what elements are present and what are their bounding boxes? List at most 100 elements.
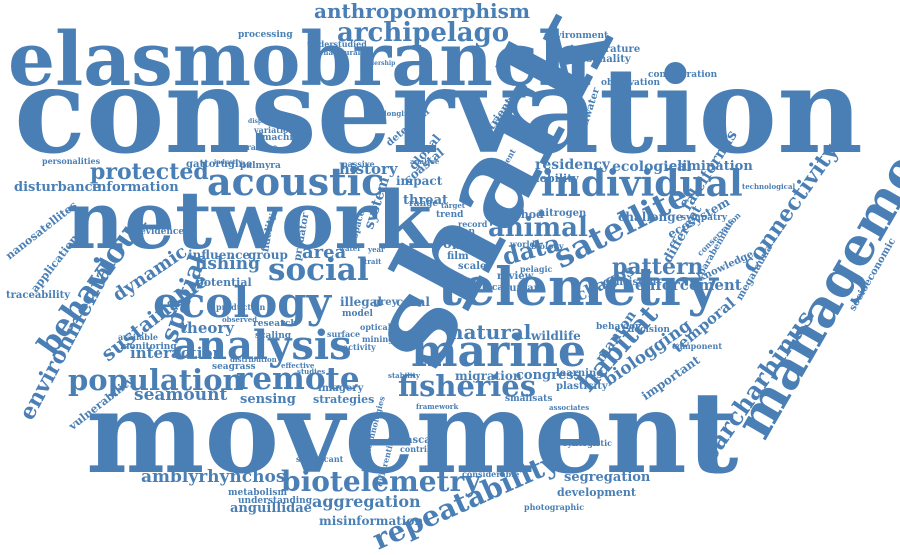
word-illegal: illegal <box>340 295 383 309</box>
word-potential: potential <box>196 276 252 289</box>
word-synergistic: synergistic <box>563 438 613 448</box>
word-protected: protected <box>90 159 209 185</box>
word-trade: trade <box>436 273 472 287</box>
word-gattorugine: gattorugine <box>186 159 253 170</box>
word-movement: movement <box>86 368 739 499</box>
word-biotelemetry: biotelemetry <box>281 465 481 498</box>
word-nitrogen: nitrogen <box>538 208 587 219</box>
word-pattern: pattern <box>612 254 704 280</box>
word-distribution: distribution <box>230 355 277 364</box>
word-understanding: understanding <box>238 496 312 506</box>
word-framework: framework <box>416 402 459 411</box>
word-analysis: analysis <box>172 322 352 369</box>
word-target: target <box>441 201 466 210</box>
word-film: film <box>447 251 469 262</box>
word-fisheries: fisheries <box>398 369 537 403</box>
word-trait: trait <box>364 257 382 266</box>
word-consistent: consistent <box>603 277 661 288</box>
word-anthropomorphism: anthropomorphism <box>314 0 531 23</box>
word-biology: biology <box>531 241 564 251</box>
word-component: component <box>672 341 723 351</box>
word-migration: migration <box>455 369 522 383</box>
word-model: model <box>342 309 373 319</box>
word-ecology: ecology <box>153 278 332 327</box>
word-observation: observation <box>601 78 661 88</box>
word-practice: practice <box>241 142 278 152</box>
word-enforcement: enforcement <box>635 276 742 294</box>
word-mobility: mobility <box>528 172 579 185</box>
word-longline: longline <box>384 109 417 118</box>
word-behavioural: behavioural <box>314 48 361 57</box>
word-variation: variation <box>254 125 295 135</box>
word-threat: threat <box>403 193 449 208</box>
word-conservation: conservation <box>14 41 863 180</box>
word-human: human <box>502 283 541 294</box>
word-review: review <box>497 271 534 282</box>
word-seamount: seamount <box>134 385 228 405</box>
word-behavior: behavior <box>596 322 640 332</box>
word-aggregation: aggregation <box>312 492 421 511</box>
word-fishing: fishing <box>195 254 260 274</box>
word-traceability: traceability <box>6 290 71 301</box>
word-ecological: ecological <box>612 159 692 175</box>
word-leadership: leadership <box>360 60 396 67</box>
word-misinformation: misinformation <box>319 514 424 528</box>
word-learning: learning <box>556 368 604 379</box>
word-water: water <box>339 244 361 253</box>
word-activity: activity <box>343 342 376 352</box>
word-passive: passive <box>342 159 375 169</box>
word-effective: effective <box>281 361 315 370</box>
word-processing: processing <box>238 30 293 40</box>
word-plasticity: plasticity <box>556 381 608 392</box>
word-range: range <box>409 199 439 209</box>
word-stability: stability <box>388 371 420 380</box>
word-machine: machine <box>262 133 306 143</box>
word-group: group <box>248 248 288 262</box>
word-elimination: elimination <box>669 159 753 174</box>
word-analyse: analyse <box>410 157 440 166</box>
word-displacement: displacement <box>248 118 293 125</box>
word-evidence: evidence <box>140 227 185 237</box>
word-scale: scale <box>458 261 487 272</box>
word-contribute: contribute <box>400 444 448 454</box>
word-sympatry: sympatry <box>681 213 728 223</box>
word-acoustic: acoustic <box>207 159 385 204</box>
word-world: world <box>510 239 536 249</box>
word-congress: congress <box>516 368 581 383</box>
word-technological: technological <box>742 182 796 191</box>
word-strategies: strategies <box>313 393 375 406</box>
word-remote: remote <box>236 361 360 397</box>
word-considerable: considerable <box>462 469 520 479</box>
word-mining: mining <box>362 334 394 344</box>
word-elasmobranch: elasmobranch <box>8 17 592 103</box>
word-surface: surface <box>327 329 361 339</box>
word-segregation: segregation <box>564 470 651 485</box>
word-understudied: understudied <box>307 39 367 49</box>
word-method: method <box>497 208 544 221</box>
word-consideration: consideration <box>648 70 718 80</box>
word-temperature: temperature <box>570 44 641 55</box>
word-seagrass: seagrass <box>212 362 256 372</box>
word-smallsats: smallsats <box>505 394 553 404</box>
word-archipelago: archipelago <box>337 18 510 48</box>
word-area: area <box>302 242 347 263</box>
word-population: population <box>68 363 244 397</box>
word-personalities: personalities <box>42 156 101 166</box>
word-industry: industry <box>214 159 242 166</box>
word-natural: natural <box>449 320 532 344</box>
word-record: record <box>458 219 488 229</box>
word-trend: trend <box>436 210 464 220</box>
word-influence: influence <box>188 248 251 262</box>
word-pelagic: pelagic <box>520 264 553 274</box>
word-environment: environment <box>544 31 609 41</box>
word-optical: optical <box>360 322 391 332</box>
word-seascape: seascape <box>394 435 445 446</box>
word-network: network <box>66 173 432 267</box>
word-ethical: ethical <box>472 283 507 293</box>
word-studies: studies <box>297 367 326 376</box>
word-interaction: interaction <box>130 344 224 362</box>
word-metabolism: metabolism <box>228 488 287 498</box>
word-palmyra: palmyra <box>240 161 281 171</box>
word-animal: animal <box>488 213 588 243</box>
